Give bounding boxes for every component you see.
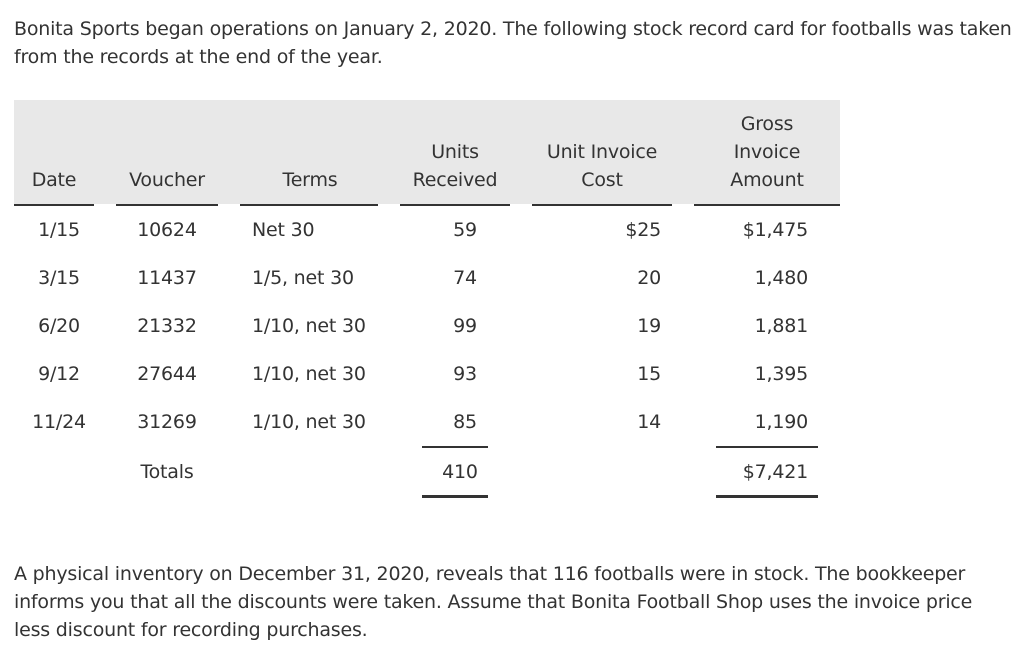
outro-paragraph: A physical inventory on December 31, 202… [14,563,973,641]
header-gross-line1: Gross [740,113,794,135]
header-rule-voucher [116,204,218,206]
cell-gross: 1,190 [754,411,809,433]
cell-terms: 1/10, net 30 [252,411,366,433]
totals-gross: $7,421 [742,461,808,483]
cell-units: 99 [453,315,477,337]
gross-subtotal-rule [716,446,818,448]
cell-unit-cost: 20 [637,267,661,289]
header-date: Date [31,169,77,191]
cell-units: 85 [453,411,477,433]
totals-units: 410 [442,461,478,483]
units-total-rule [422,495,488,498]
header-gross-line3: Amount [730,169,804,191]
cell-terms: 1/5, net 30 [252,267,354,289]
cell-unit-cost: $25 [625,219,661,241]
header-units-line1: Units [431,141,479,163]
cell-date: 11/24 [32,411,86,433]
cell-date: 9/12 [38,363,80,385]
cell-unit-cost: 14 [637,411,661,433]
cell-units: 59 [453,219,477,241]
cell-units: 74 [453,267,477,289]
cell-date: 1/15 [38,219,80,241]
header-unit-cost-line1: Unit Invoice [546,141,658,163]
cell-unit-cost: 15 [637,363,661,385]
cell-voucher: 21332 [137,315,197,337]
cell-voucher: 11437 [137,267,197,289]
header-rule-terms [240,204,378,206]
units-subtotal-rule [422,446,488,448]
cell-gross: 1,395 [754,363,809,385]
cell-gross: $1,475 [742,219,808,241]
header-rule-unit-cost [532,204,672,206]
header-terms: Terms [282,169,338,191]
totals-label: Totals [140,461,194,483]
cell-voucher: 31269 [137,411,197,433]
header-units-line2: Received [412,169,498,191]
cell-terms: Net 30 [252,219,315,241]
cell-terms: 1/10, net 30 [252,315,366,337]
cell-terms: 1/10, net 30 [252,363,366,385]
cell-gross: 1,881 [754,315,809,337]
header-voucher: Voucher [129,169,205,191]
header-rule-gross [694,204,840,206]
cell-gross: 1,480 [754,267,809,289]
cell-date: 3/15 [38,267,80,289]
gross-total-rule [716,495,818,498]
header-rule-units [400,204,510,206]
intro-paragraph: Bonita Sports began operations on Januar… [14,18,1012,68]
cell-units: 93 [453,363,477,385]
header-rule-date [14,204,94,206]
header-gross-line2: Invoice [733,141,801,163]
cell-date: 6/20 [38,315,80,337]
table-header-background [14,100,840,204]
cell-voucher: 10624 [137,219,197,241]
cell-unit-cost: 19 [637,315,661,337]
cell-voucher: 27644 [137,363,197,385]
header-unit-cost-line2: Cost [581,169,623,191]
